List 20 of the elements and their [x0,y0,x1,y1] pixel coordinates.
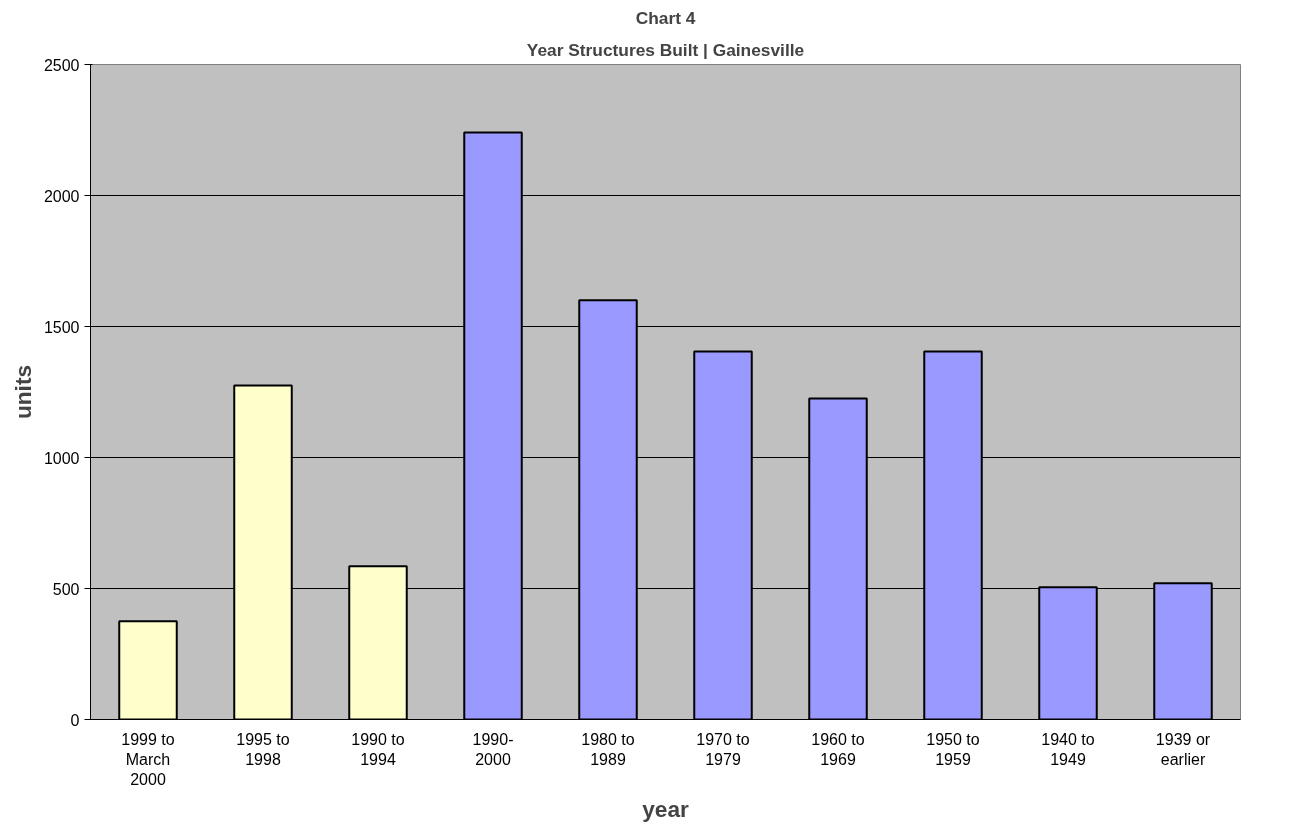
x-tick-label: 1990- 2000 [472,730,514,768]
y-tick-label: 2500 [43,56,80,74]
x-tick-label: 1960 to 1969 [811,730,865,768]
y-tick-label: 1500 [43,318,80,336]
y-tick-label: 1000 [43,449,80,467]
x-axis-title: year [642,796,689,823]
x-tick-label: 1999 to March 2000 [121,730,175,789]
x-tick-label: 1995 to 1998 [236,730,290,768]
chart-title: Chart 4 [635,7,696,28]
y-tick-label: 500 [52,580,80,598]
chart-subtitle: Year Structures Built | Gainesville [526,39,805,60]
x-tick-label: 1950 to 1959 [926,730,980,768]
x-tick-label: 1970 to 1979 [696,730,750,768]
y-axis-title: units [9,364,36,420]
y-tick-label: 0 [70,711,80,729]
x-tick-label: 1990 to 1994 [351,730,405,768]
y-tick-label: 2000 [43,187,80,205]
x-tick-label: 1980 to 1989 [581,730,635,768]
x-tick-label: 1939 or earlier [1155,730,1211,768]
x-tick-label: 1940 to 1949 [1041,730,1095,768]
